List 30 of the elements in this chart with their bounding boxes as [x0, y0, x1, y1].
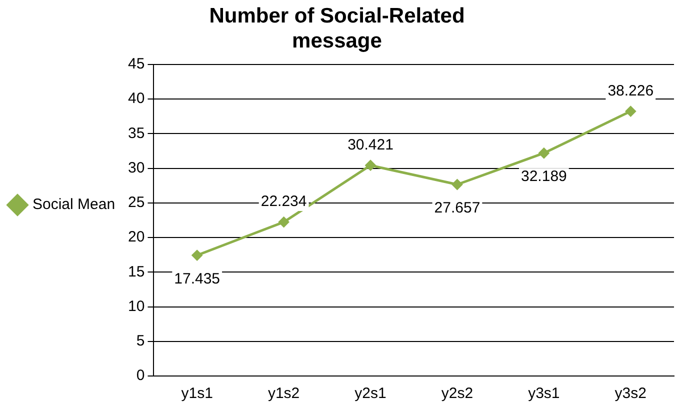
point [538, 148, 550, 159]
y-tick-label: 15 [128, 263, 145, 280]
x-tick-label: y1s1 [181, 385, 213, 402]
point [278, 216, 290, 228]
data-label: 38.226 [608, 82, 654, 100]
y-tick-label: 25 [128, 194, 145, 212]
data-label: 30.421 [348, 136, 394, 154]
point [365, 160, 376, 171]
x-tick-label: y2s2 [441, 385, 474, 402]
x-tick-label: y3s1 [528, 385, 560, 402]
x-tick-label: y3s2 [614, 385, 646, 402]
data-label: 22.234 [260, 193, 307, 210]
data-label: 32.189 [520, 168, 567, 186]
x-tick-label: y2s1 [354, 385, 386, 402]
y-tick-label: 45 [128, 56, 145, 73]
point [192, 250, 203, 261]
y-tick-label: 35 [128, 124, 145, 142]
data-label: 17.435 [174, 270, 220, 288]
x-tick-label: y1s2 [268, 385, 300, 402]
point [625, 106, 636, 117]
y-tick-label: 10 [128, 298, 145, 315]
y-tick-label: 0 [136, 367, 145, 384]
y-tick-label: 30 [128, 159, 145, 176]
chart-title: Number of Social-Related message [209, 4, 465, 53]
data-label: 27.657 [434, 200, 480, 217]
legend-label: Social Mean [32, 196, 116, 214]
point [452, 178, 463, 190]
y-tick-label: 5 [136, 332, 145, 350]
y-tick-label: 40 [128, 90, 145, 108]
y-tick-label: 20 [128, 228, 145, 246]
